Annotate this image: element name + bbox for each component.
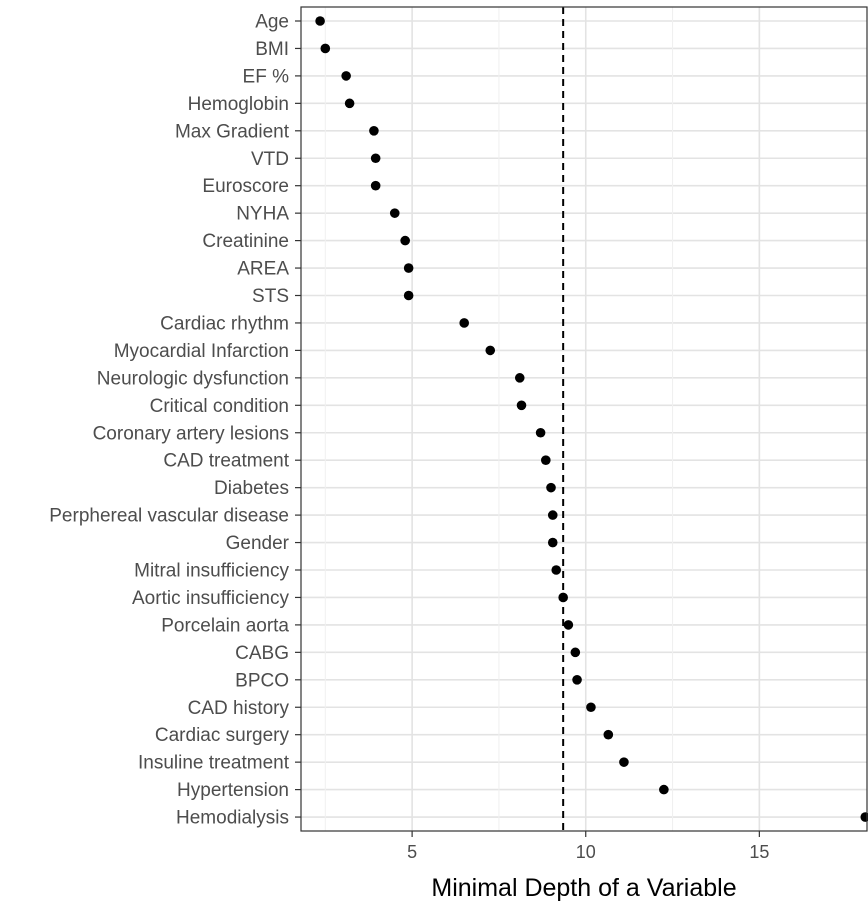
data-point: [341, 71, 351, 81]
y-axis-ticks: [295, 20, 301, 818]
category-label: NYHA: [236, 204, 289, 225]
category-label: CABG: [235, 643, 289, 664]
category-label: Coronary artery lesions: [93, 423, 289, 444]
vertical-gridlines: [324, 7, 761, 831]
category-label: Aortic insufficiency: [132, 588, 289, 609]
x-tick-label: 15: [749, 842, 769, 862]
data-point: [603, 729, 614, 740]
category-label: Myocardial Infarction: [114, 341, 289, 362]
data-points: [315, 16, 868, 822]
category-label: Critical condition: [150, 396, 289, 417]
category-label: EF %: [243, 66, 290, 87]
category-label: Euroscore: [202, 176, 289, 197]
category-label: Creatinine: [202, 231, 289, 252]
data-point: [320, 43, 331, 54]
category-label: Hypertension: [177, 780, 289, 801]
data-point: [541, 455, 551, 466]
data-point: [485, 345, 496, 356]
data-point: [551, 565, 562, 575]
data-point: [619, 757, 629, 767]
category-label: Gender: [226, 533, 290, 554]
category-label: Porcelain aorta: [161, 615, 289, 636]
category-label: CAD treatment: [163, 451, 289, 472]
data-point: [535, 427, 546, 438]
category-label: Perphereal vascular disease: [49, 506, 289, 527]
data-point: [659, 784, 669, 795]
data-point: [546, 482, 556, 493]
category-label: Insuline treatment: [138, 753, 290, 774]
x-tick-label: 10: [576, 842, 596, 862]
category-label: Age: [255, 12, 289, 33]
category-label: Mitral insufficiency: [134, 561, 289, 582]
data-point: [516, 400, 527, 411]
category-label: AREA: [237, 259, 289, 280]
data-point: [514, 373, 525, 383]
data-point: [403, 263, 414, 273]
category-label: Hemodialysis: [176, 808, 289, 829]
category-label: Diabetes: [214, 478, 289, 499]
data-point: [389, 208, 400, 218]
data-point: [547, 510, 558, 520]
data-point: [860, 812, 868, 822]
category-label: Cardiac rhythm: [160, 313, 289, 334]
x-axis-title: Minimal Depth of a Variable: [431, 874, 736, 902]
category-label: BPCO: [235, 670, 289, 691]
data-point: [570, 647, 581, 658]
data-point: [369, 126, 379, 136]
data-point: [563, 620, 574, 630]
data-point: [547, 537, 558, 548]
data-point: [558, 592, 568, 603]
category-label: Cardiac surgery: [155, 725, 290, 746]
data-point: [403, 290, 414, 301]
category-label: CAD history: [188, 698, 290, 719]
data-point: [586, 702, 596, 713]
data-point: [370, 180, 381, 191]
data-point: [572, 675, 582, 685]
data-point: [400, 235, 410, 246]
data-point: [370, 153, 381, 164]
data-point: [315, 16, 325, 26]
category-label: STS: [252, 286, 289, 307]
category-label: BMI: [255, 39, 289, 60]
data-point: [344, 98, 355, 109]
category-label: Hemoglobin: [188, 94, 289, 115]
category-label: VTD: [251, 149, 289, 170]
category-label: Max Gradient: [175, 121, 290, 142]
panel-border: [300, 6, 868, 832]
category-labels: Age BMI EF % Hemoglobin Max Gradient VTD Euros…: [49, 12, 289, 829]
x-axis-ticks: 5 10 15: [407, 831, 769, 862]
data-point: [459, 318, 470, 328]
x-tick-label: 5: [407, 842, 417, 862]
horizontal-gridlines: [301, 20, 867, 818]
category-label: Neurologic dysfunction: [97, 368, 289, 389]
